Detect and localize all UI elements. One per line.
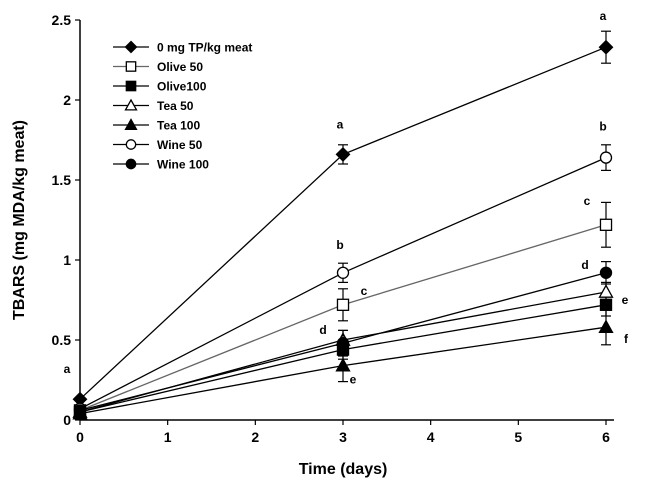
legend-label: 0 mg TP/kg meat bbox=[157, 41, 252, 55]
marker-circle bbox=[125, 158, 137, 170]
marker-square bbox=[125, 80, 137, 92]
significance-letter: f bbox=[624, 332, 629, 346]
significance-letter: d bbox=[319, 323, 326, 337]
legend-label: Tea 100 bbox=[157, 119, 200, 133]
series-2 bbox=[73, 201, 613, 417]
y-tick-label: 1 bbox=[63, 252, 71, 268]
legend: 0 mg TP/kg meat Olive 50 Olive100 Tea 50 Tea… bbox=[113, 41, 252, 172]
legend-label: Olive 50 bbox=[157, 60, 203, 74]
legend-item: Wine 100 bbox=[113, 158, 209, 172]
x-tick-label: 0 bbox=[76, 429, 84, 445]
marker-triangle bbox=[335, 357, 351, 372]
marker-circle bbox=[599, 151, 613, 164]
marker-triangle bbox=[124, 118, 138, 131]
y-tick-label: 0.5 bbox=[52, 332, 72, 348]
significance-letter: c bbox=[361, 284, 368, 298]
significance-letter: d bbox=[581, 258, 588, 272]
y-tick-label: 0 bbox=[63, 412, 71, 428]
axes: 0 1 2 3 4 5 6 0 0.5 1 1.5 2 2.5 bbox=[52, 12, 614, 445]
marker-triangle bbox=[598, 319, 614, 334]
marker-square bbox=[599, 218, 613, 231]
marker-diamond bbox=[335, 146, 351, 162]
marker-triangle bbox=[598, 284, 614, 298]
marker-circle bbox=[336, 266, 350, 279]
marker-square bbox=[125, 61, 137, 72]
significance-letter: b bbox=[599, 120, 606, 134]
legend-item: Olive 50 bbox=[113, 60, 203, 74]
legend-item: Tea 50 bbox=[113, 98, 194, 113]
significance-labels: a a b c d e a b c d e f bbox=[64, 9, 629, 386]
x-tick-label: 6 bbox=[602, 429, 610, 445]
significance-letter: e bbox=[622, 293, 629, 307]
x-tick-label: 1 bbox=[164, 429, 172, 445]
marker-circle bbox=[599, 266, 613, 279]
marker-circle bbox=[73, 404, 87, 417]
series-1 bbox=[72, 30, 614, 407]
significance-letter: a bbox=[337, 117, 344, 131]
marker-diamond bbox=[598, 39, 614, 55]
marker-circle bbox=[125, 139, 137, 150]
x-tick-label: 4 bbox=[427, 429, 435, 445]
x-axis-title: Time (days) bbox=[299, 461, 388, 478]
significance-letter: e bbox=[350, 373, 357, 387]
y-tick-label: 2 bbox=[63, 92, 71, 108]
marker-diamond bbox=[124, 40, 138, 54]
legend-item: 0 mg TP/kg meat bbox=[113, 41, 252, 55]
significance-letter: a bbox=[600, 9, 607, 23]
y-tick-label: 1.5 bbox=[52, 172, 72, 188]
series-layer bbox=[72, 30, 614, 420]
legend-item: Olive100 bbox=[113, 80, 207, 94]
legend-item: Wine 50 bbox=[113, 138, 203, 152]
legend-label: Olive100 bbox=[157, 80, 207, 94]
significance-letter: b bbox=[336, 238, 343, 252]
series-5 bbox=[72, 309, 614, 420]
legend-item: Tea 100 bbox=[113, 118, 200, 133]
series-7 bbox=[73, 261, 613, 417]
marker-triangle bbox=[124, 98, 138, 111]
marker-square bbox=[336, 298, 350, 311]
series-6 bbox=[73, 144, 613, 415]
legend-label: Tea 50 bbox=[157, 99, 194, 113]
x-tick-label: 5 bbox=[514, 429, 522, 445]
legend-label: Wine 100 bbox=[157, 158, 209, 172]
significance-letter: a bbox=[64, 362, 71, 376]
y-axis-title: TBARS (mg MDA/kg meat) bbox=[11, 120, 28, 320]
x-tick-label: 2 bbox=[251, 429, 259, 445]
x-tick-label: 3 bbox=[339, 429, 347, 445]
legend-label: Wine 50 bbox=[157, 138, 203, 152]
marker-circle bbox=[336, 337, 350, 350]
significance-letter: c bbox=[584, 194, 591, 208]
y-tick-label: 2.5 bbox=[52, 12, 72, 28]
